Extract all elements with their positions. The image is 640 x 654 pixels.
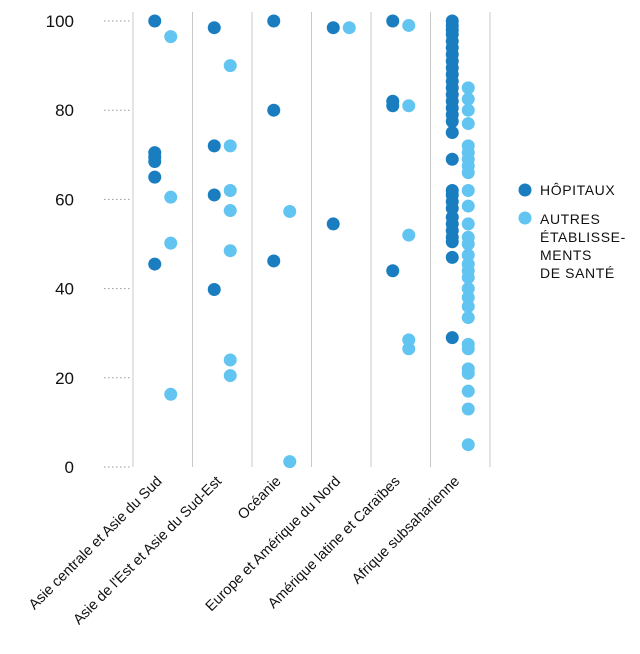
autres-etablissements-point [164,30,178,44]
autres-etablissements-point [461,282,475,296]
autres-etablissements-point [461,366,475,380]
autres-etablissements-point [461,291,475,305]
hopitaux-point [445,126,459,139]
hopitaux-point [386,264,400,278]
autres-etablissements-point [461,237,475,251]
autres-etablissements-point [461,248,475,262]
legend-label-autres-etablissements-line: AUTRES [540,211,600,227]
grid [132,12,491,467]
autres-etablissements-point [461,199,475,213]
autres-etablissements-point [223,59,237,73]
autres-etablissements-point [461,183,475,197]
legend-label-hopitaux: HÔPITAUX [540,182,615,198]
autres-etablissements-point [402,99,416,113]
hopitaux-point [207,139,221,153]
x-tick-label: Océanie [235,474,285,524]
autres-etablissements-point [223,353,237,367]
autres-etablissements-point [283,204,297,218]
legend: HÔPITAUX AUTRES ÉTABLISSE- MENTS DE SANTÉ [518,182,626,281]
autres-etablissements-point [461,217,475,231]
autres-etablissements-point [461,103,475,117]
hopitaux-point [386,99,400,113]
autres-etablissements-point [461,270,475,284]
hopitaux-point [326,217,340,231]
hopitaux-point [267,14,281,28]
legend-marker-autres-etablissements [518,211,532,225]
hopitaux-point [445,250,459,264]
hopitaux-point [148,154,162,168]
y-tick-label: 40 [55,280,74,299]
legend-label-autres-etablissements-line: DE SANTÉ [540,265,615,281]
y-tick-label: 60 [55,190,74,209]
autres-etablissements-point [223,244,237,258]
autres-etablissements-point [342,21,356,35]
hopitaux-point [386,14,400,28]
autres-etablissements-point [223,139,237,153]
autres-etablissements-point [461,92,475,106]
autres-etablissements-point [402,18,416,32]
autres-etablissements-point [223,204,237,218]
legend-label-autres-etablissements-line: MENTS [540,247,592,263]
data-points [148,14,475,469]
hopitaux-point [445,201,459,215]
autres-etablissements-point [223,369,237,383]
autres-etablissements-point [402,228,416,242]
autres-etablissements-point [461,81,475,95]
hopitaux-point [267,103,281,117]
hopitaux-point [445,235,459,249]
hopitaux-point [207,282,221,296]
y-axis: 0 20 40 60 80 100 [46,12,130,477]
hopitaux-point [445,152,459,166]
y-tick-label: 0 [65,458,74,477]
legend-label-autres-etablissements-line: ÉTABLISSE- [540,229,626,245]
autres-etablissements-point [164,387,178,401]
hopitaux-point [326,21,340,35]
autres-etablissements-point [164,236,178,250]
autres-etablissements-point [461,438,475,452]
autres-etablissements-point [461,299,475,313]
hopitaux-point [207,21,221,35]
y-tick-label: 80 [55,101,74,120]
autres-etablissements-point [164,190,178,204]
autres-etablissements-point [461,166,475,180]
hopitaux-point [148,14,162,28]
autres-etablissements-point [461,402,475,416]
autres-etablissements-point [461,342,475,356]
autres-etablissements-point [402,333,416,347]
x-tick-label: Afrique subsaharienne [349,474,463,588]
autres-etablissements-point [461,311,475,325]
autres-etablissements-point [461,117,475,131]
hopitaux-point [445,114,459,128]
y-tick-label: 100 [46,12,74,31]
hopitaux-point [445,331,459,345]
autres-etablissements-point [283,455,297,469]
autres-etablissements-point [461,384,475,398]
hopitaux-point [207,188,221,202]
autres-etablissements-point [223,183,237,197]
y-tick-label: 20 [55,369,74,388]
autres-etablissements-point [402,342,416,356]
hopitaux-point [267,254,281,268]
hopitaux-point [148,170,162,184]
hopitaux-point [148,257,162,271]
legend-marker-hopitaux [518,183,532,197]
